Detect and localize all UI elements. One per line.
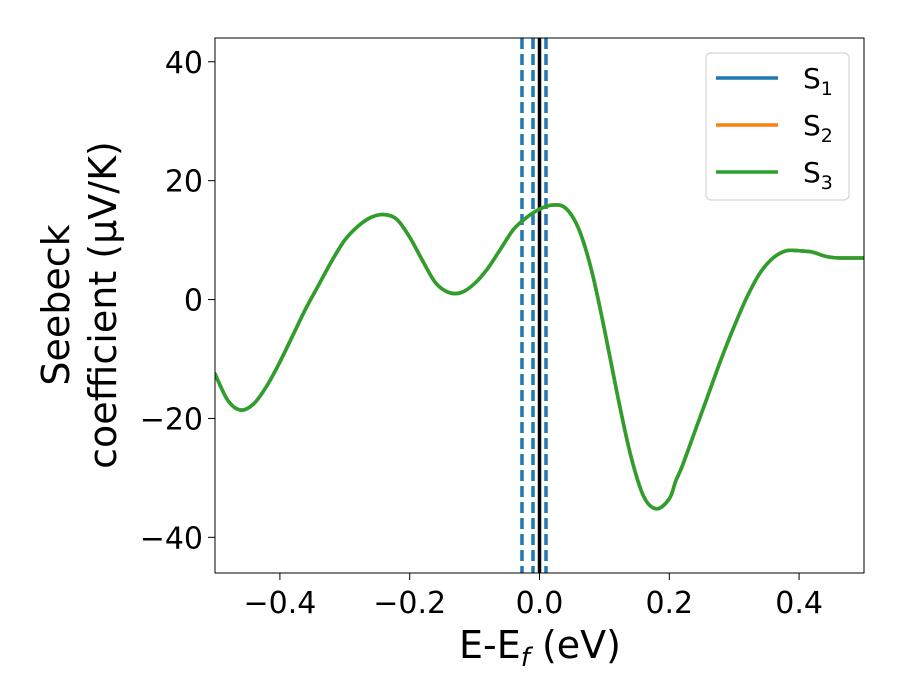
x-tick-label: 0.4 [775, 586, 823, 621]
x-axis-ticks: −0.4 −0.2 0.0 0.2 0.4 [243, 573, 823, 621]
y-tick-label: 0 [184, 284, 203, 319]
series-layer [215, 203, 864, 511]
x-tick-label: 0.2 [645, 586, 693, 621]
y-tick-label: 20 [165, 165, 203, 200]
y-axis-label: Seebeck coefficient (μV/K) [34, 141, 125, 469]
series-line-s3 [215, 203, 864, 511]
legend-label-s1: S1 [803, 62, 833, 100]
x-tick-label: 0.0 [516, 586, 564, 621]
y-axis-label-line1: Seebeck [34, 224, 78, 385]
y-axis-label-line2: coefficient (μV/K) [81, 141, 125, 469]
y-axis-ticks: 40 20 0 −20 −40 [140, 46, 215, 556]
legend-label-s2: S2 [803, 109, 833, 147]
y-tick-label: 40 [165, 46, 203, 81]
legend: S1 S2 S3 [705, 52, 850, 201]
y-tick-label: −40 [140, 521, 203, 556]
y-tick-label: −20 [140, 402, 203, 437]
legend-label-s3: S3 [803, 156, 833, 194]
fermi-reference-lines [520, 38, 548, 573]
x-tick-label: −0.2 [373, 586, 446, 621]
x-tick-label: −0.4 [243, 586, 316, 621]
x-axis-label: E-Ef (eV) [459, 623, 621, 673]
